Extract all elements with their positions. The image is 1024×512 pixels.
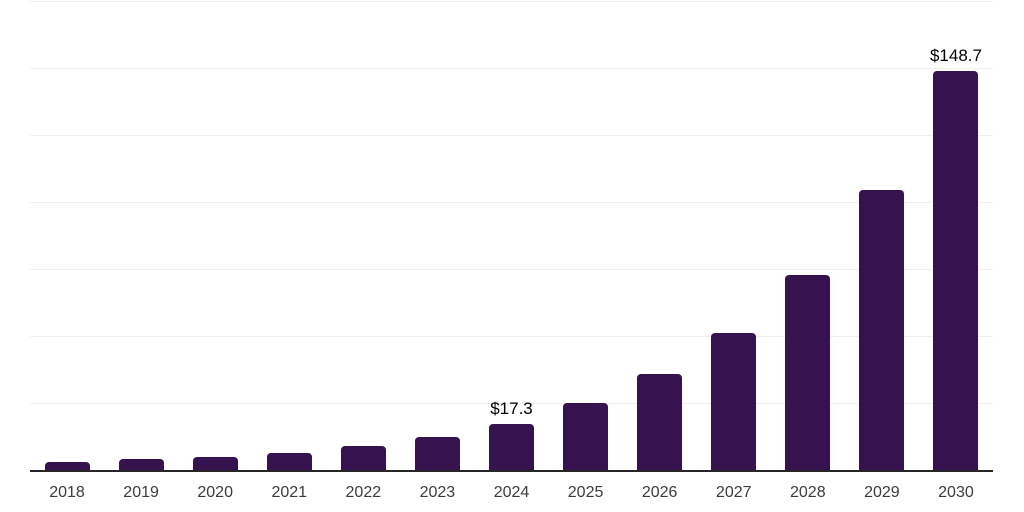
x-tick-label-2028: 2028 [790, 484, 826, 501]
bar-2029 [859, 190, 905, 470]
x-tick-label-2025: 2025 [567, 484, 604, 501]
bar-value-label-2030: $148.7 [929, 46, 982, 66]
x-tick-label-2029: 2029 [864, 484, 900, 501]
gridline [30, 1, 993, 2]
gridline [30, 202, 993, 203]
bar-2027 [711, 333, 757, 470]
x-tick-label-2021: 2021 [271, 484, 308, 501]
bar-2022 [340, 446, 386, 470]
x-tick-label-2018: 2018 [49, 484, 85, 501]
x-tick-label-2026: 2026 [641, 484, 678, 501]
bar-2025 [563, 403, 609, 470]
bar-2018 [44, 461, 90, 470]
bar-value-label-2024: $17.3 [490, 398, 533, 418]
x-tick-label-2024: 2024 [493, 484, 530, 501]
x-axis: 2018 2019 2020 2021 2022 2023 2024 2025 2026 2027… [30, 482, 993, 506]
x-tick-label-2023: 2023 [419, 484, 456, 501]
x-tick-label-2027: 2027 [715, 484, 752, 501]
x-tick-label-2019: 2019 [123, 484, 159, 501]
gridline [30, 68, 993, 69]
x-tick-label-2030: 2030 [938, 484, 974, 501]
gridline [30, 135, 993, 136]
bar-2019 [118, 459, 164, 470]
bar-2026 [637, 374, 683, 470]
bar-2020 [192, 457, 238, 470]
bar-2030 [933, 71, 979, 470]
x-tick-label-2020: 2020 [197, 484, 233, 501]
x-tick-label-2022: 2022 [345, 484, 382, 501]
gridline [30, 336, 993, 337]
gridline [30, 269, 993, 270]
bar-2024 [489, 423, 534, 470]
bar-2028 [785, 275, 831, 470]
plot-area: $17.3 $148.7 [30, 1, 993, 472]
bar-2021 [266, 453, 312, 470]
gridline [30, 403, 993, 404]
bar-2023 [414, 437, 460, 470]
